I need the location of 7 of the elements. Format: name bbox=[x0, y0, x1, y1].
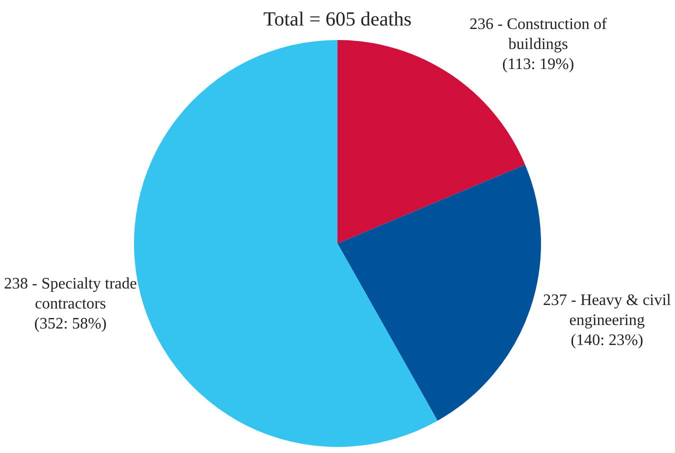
chart-title: Total = 605 deaths bbox=[263, 8, 412, 30]
data-label: (113: 19%) bbox=[502, 56, 574, 74]
data-label: (140: 23%) bbox=[570, 332, 644, 349]
slice-label: 238 - Specialty trade contractors bbox=[4, 275, 137, 312]
data-label: (352: 58%) bbox=[34, 315, 107, 332]
slice-label: 237 - Heavy & civil engineering bbox=[543, 292, 672, 329]
slice-label: 236 - Construction of buildings bbox=[470, 16, 608, 54]
